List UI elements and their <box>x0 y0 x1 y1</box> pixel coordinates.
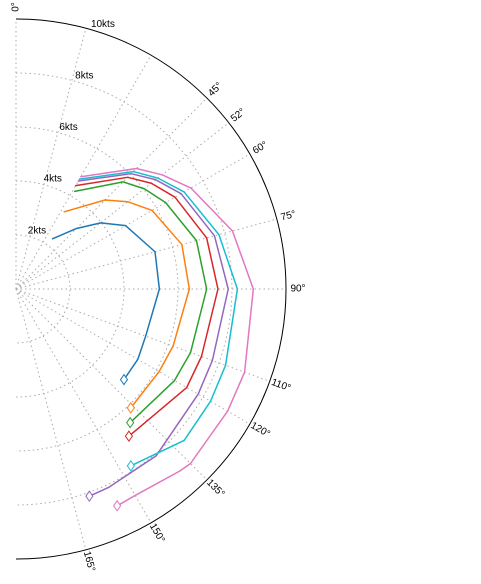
angle-spoke <box>15 288 251 425</box>
angle-spoke <box>15 54 152 290</box>
angle-spoke <box>15 288 87 550</box>
speed-ring <box>15 234 71 344</box>
speed-ring <box>15 72 233 506</box>
polar-curve <box>73 181 208 424</box>
angle-tick-label: 165° <box>81 550 97 573</box>
polar-curve <box>80 167 255 507</box>
vmg-diamond-marker <box>112 499 122 512</box>
angle-spoke <box>15 218 277 290</box>
vmg-diamond-marker <box>124 430 134 443</box>
angle-spoke <box>15 153 251 290</box>
polar-series <box>51 167 255 512</box>
angle-tick-label: 110° <box>270 377 293 394</box>
angle-tick-label: 0° <box>11 2 22 12</box>
speed-ring <box>15 180 125 398</box>
speed-tick-label: 2kts <box>28 225 46 236</box>
vmg-diamond-marker <box>85 490 94 503</box>
angle-spoke <box>15 122 230 290</box>
polar-grid <box>15 18 287 560</box>
angle-spoke <box>15 288 208 481</box>
polar-curve <box>51 222 161 381</box>
polar-labels: 2kts 4kts 6kts 8kts 10kts 0° 45° 52°60° 75° 90° 11… <box>11 2 306 573</box>
polar-curve <box>78 170 239 467</box>
angle-tick-label: 135° <box>204 477 226 499</box>
angle-spoke <box>15 288 270 382</box>
vmg-diamond-marker <box>119 373 129 386</box>
speed-tick-label: 10kts <box>91 19 115 30</box>
polar-curve <box>74 176 219 437</box>
speed-tick-label: 6kts <box>59 122 77 133</box>
angle-spoke <box>15 97 208 290</box>
angle-tick-label: 75° <box>280 209 297 224</box>
angle-tick-label: 52° <box>229 107 248 125</box>
speed-tick-label: 8kts <box>75 70 93 81</box>
polar-curve <box>63 199 191 409</box>
vmg-diamond-marker <box>126 416 135 429</box>
speed-ring <box>15 126 179 452</box>
speed-tick-label: 4kts <box>44 174 62 185</box>
angle-spoke <box>15 28 87 290</box>
vmg-diamond-marker <box>126 459 135 472</box>
angle-tick-label: 150° <box>147 522 167 545</box>
angle-spoke <box>15 288 152 524</box>
angle-tick-label: 45° <box>206 80 224 98</box>
angle-tick-label: 60° <box>251 140 270 157</box>
outer-ring <box>15 18 287 560</box>
angle-tick-label: 120° <box>248 420 271 440</box>
vmg-diamond-marker <box>126 401 135 414</box>
polar-curve <box>77 172 229 497</box>
angle-tick-label: 90° <box>290 284 305 295</box>
